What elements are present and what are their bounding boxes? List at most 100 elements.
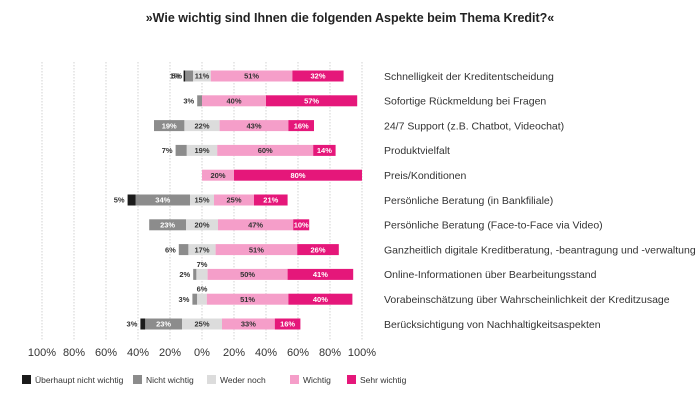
bar-segment <box>293 219 310 231</box>
data-label: 50% <box>240 270 255 279</box>
bar-segment <box>207 268 288 280</box>
data-label: 23% <box>156 320 171 329</box>
bar-segment <box>288 120 314 132</box>
data-label: 21% <box>263 196 278 205</box>
data-label: 11% <box>195 72 210 81</box>
legend-item: Überhaupt nicht wichtig <box>22 375 124 385</box>
bar-segment <box>197 95 202 107</box>
data-label: 1% <box>170 72 181 81</box>
data-label: 23% <box>160 221 175 230</box>
category-label: Schnelligkeit der Kreditentscheidung <box>384 71 554 83</box>
data-label: 10% <box>294 221 309 230</box>
category-label: Ganzheitlich digitale Kreditberatung, -b… <box>384 244 696 256</box>
data-label: 51% <box>249 245 264 254</box>
data-label: 40% <box>313 295 328 304</box>
data-label: 57% <box>304 97 319 106</box>
data-label: 7% <box>162 146 173 155</box>
bar-segment <box>175 144 187 156</box>
bar-segment <box>292 70 344 82</box>
data-label: 51% <box>244 72 259 81</box>
bar-segment <box>154 120 185 132</box>
data-label: 3% <box>183 97 194 106</box>
data-label: 3% <box>179 295 190 304</box>
bar-segment <box>178 244 189 256</box>
x-tick-label: 60% <box>95 347 117 359</box>
data-label: 26% <box>310 245 325 254</box>
bar-segment <box>254 194 288 206</box>
bars: 5%1% 11% 51% 32%3% 40% 57%19% 22% 43% 16%7% 19% 60… <box>114 70 362 330</box>
data-label: 41% <box>313 270 328 279</box>
category-label: Preis/Konditionen <box>384 170 466 182</box>
legend-label: Überhaupt nicht wichtig <box>35 375 124 385</box>
data-label: 19% <box>194 146 209 155</box>
bar-segment <box>127 194 136 206</box>
legend-swatch <box>347 375 356 384</box>
legend-label: Nicht wichtig <box>146 375 194 385</box>
x-tick-label: 40% <box>255 347 277 359</box>
bar-segment <box>184 120 220 132</box>
category-label: Vorabeinschätzung über Wahrscheinlichkei… <box>384 294 670 306</box>
bar-segment <box>215 244 298 256</box>
legend-item: Weder noch <box>207 375 266 385</box>
data-label: 2% <box>179 270 190 279</box>
bar-segment <box>313 144 336 156</box>
data-label: 5% <box>171 72 182 81</box>
bar-segment <box>186 144 218 156</box>
category-label: Persönliche Beratung (in Bankfiliale) <box>384 195 553 207</box>
bar-segment <box>234 169 362 181</box>
data-label: 3% <box>127 320 138 329</box>
bar-segment <box>197 293 207 305</box>
bar-segment <box>202 95 266 107</box>
data-label: 80% <box>290 171 305 180</box>
data-label: 32% <box>310 72 325 81</box>
bar-segment <box>206 293 289 305</box>
bar-segment <box>145 318 182 330</box>
bar-segment <box>193 70 211 82</box>
legend-swatch <box>133 375 142 384</box>
x-tick-label: 80% <box>63 347 85 359</box>
bar-segment <box>219 120 289 132</box>
legend-swatch <box>290 375 299 384</box>
bar-segment <box>210 70 293 82</box>
data-label: 6% <box>165 245 176 254</box>
data-label: 40% <box>226 97 241 106</box>
data-label: 6% <box>197 285 208 294</box>
legend-item: Wichtig <box>290 375 331 385</box>
bar-segment <box>266 95 358 107</box>
bar-segment <box>190 194 214 206</box>
data-label: 43% <box>246 121 261 130</box>
legend-label: Wichtig <box>303 375 331 385</box>
x-tick-label: 20% <box>223 347 245 359</box>
bar-segment <box>192 293 198 305</box>
bar-segment <box>140 318 146 330</box>
legend-swatch <box>22 375 31 384</box>
data-label: 25% <box>226 196 241 205</box>
bar-segment <box>218 219 294 231</box>
data-label: 16% <box>280 320 295 329</box>
data-label: 33% <box>241 320 256 329</box>
data-label: 51% <box>240 295 255 304</box>
data-label: 20% <box>210 171 225 180</box>
category-labels: Schnelligkeit der Kreditentscheidung Sofo… <box>384 71 696 331</box>
category-label: Sofortige Rückmeldung bei Fragen <box>384 96 546 108</box>
data-label: 16% <box>294 121 309 130</box>
x-axis-ticks: 100% 80% 60% 40% 20% 0% 20% 40% 60% 80% 100% <box>28 347 376 359</box>
data-label: 17% <box>194 245 209 254</box>
category-label: Berücksichtigung von Nachhaltigkeitsaspe… <box>384 319 601 331</box>
bar-segment <box>188 244 216 256</box>
bar-segment <box>287 268 354 280</box>
category-label: Persönliche Beratung (Face-to-Face via V… <box>384 220 603 232</box>
bar-segment <box>288 293 353 305</box>
legend: Überhaupt nicht wichtig Nicht wichtig Wede… <box>22 375 407 385</box>
data-label: 25% <box>194 320 209 329</box>
data-label: 15% <box>194 196 209 205</box>
bar-segment <box>196 268 208 280</box>
category-label: Online-Informationen über Bearbeitungsst… <box>384 269 597 281</box>
bar-segment <box>183 70 186 82</box>
bar-segment <box>217 144 314 156</box>
bar-segment <box>149 219 186 231</box>
data-label: 5% <box>114 196 125 205</box>
x-tick-label: 100% <box>348 347 376 359</box>
legend-item: Nicht wichtig <box>133 375 194 385</box>
